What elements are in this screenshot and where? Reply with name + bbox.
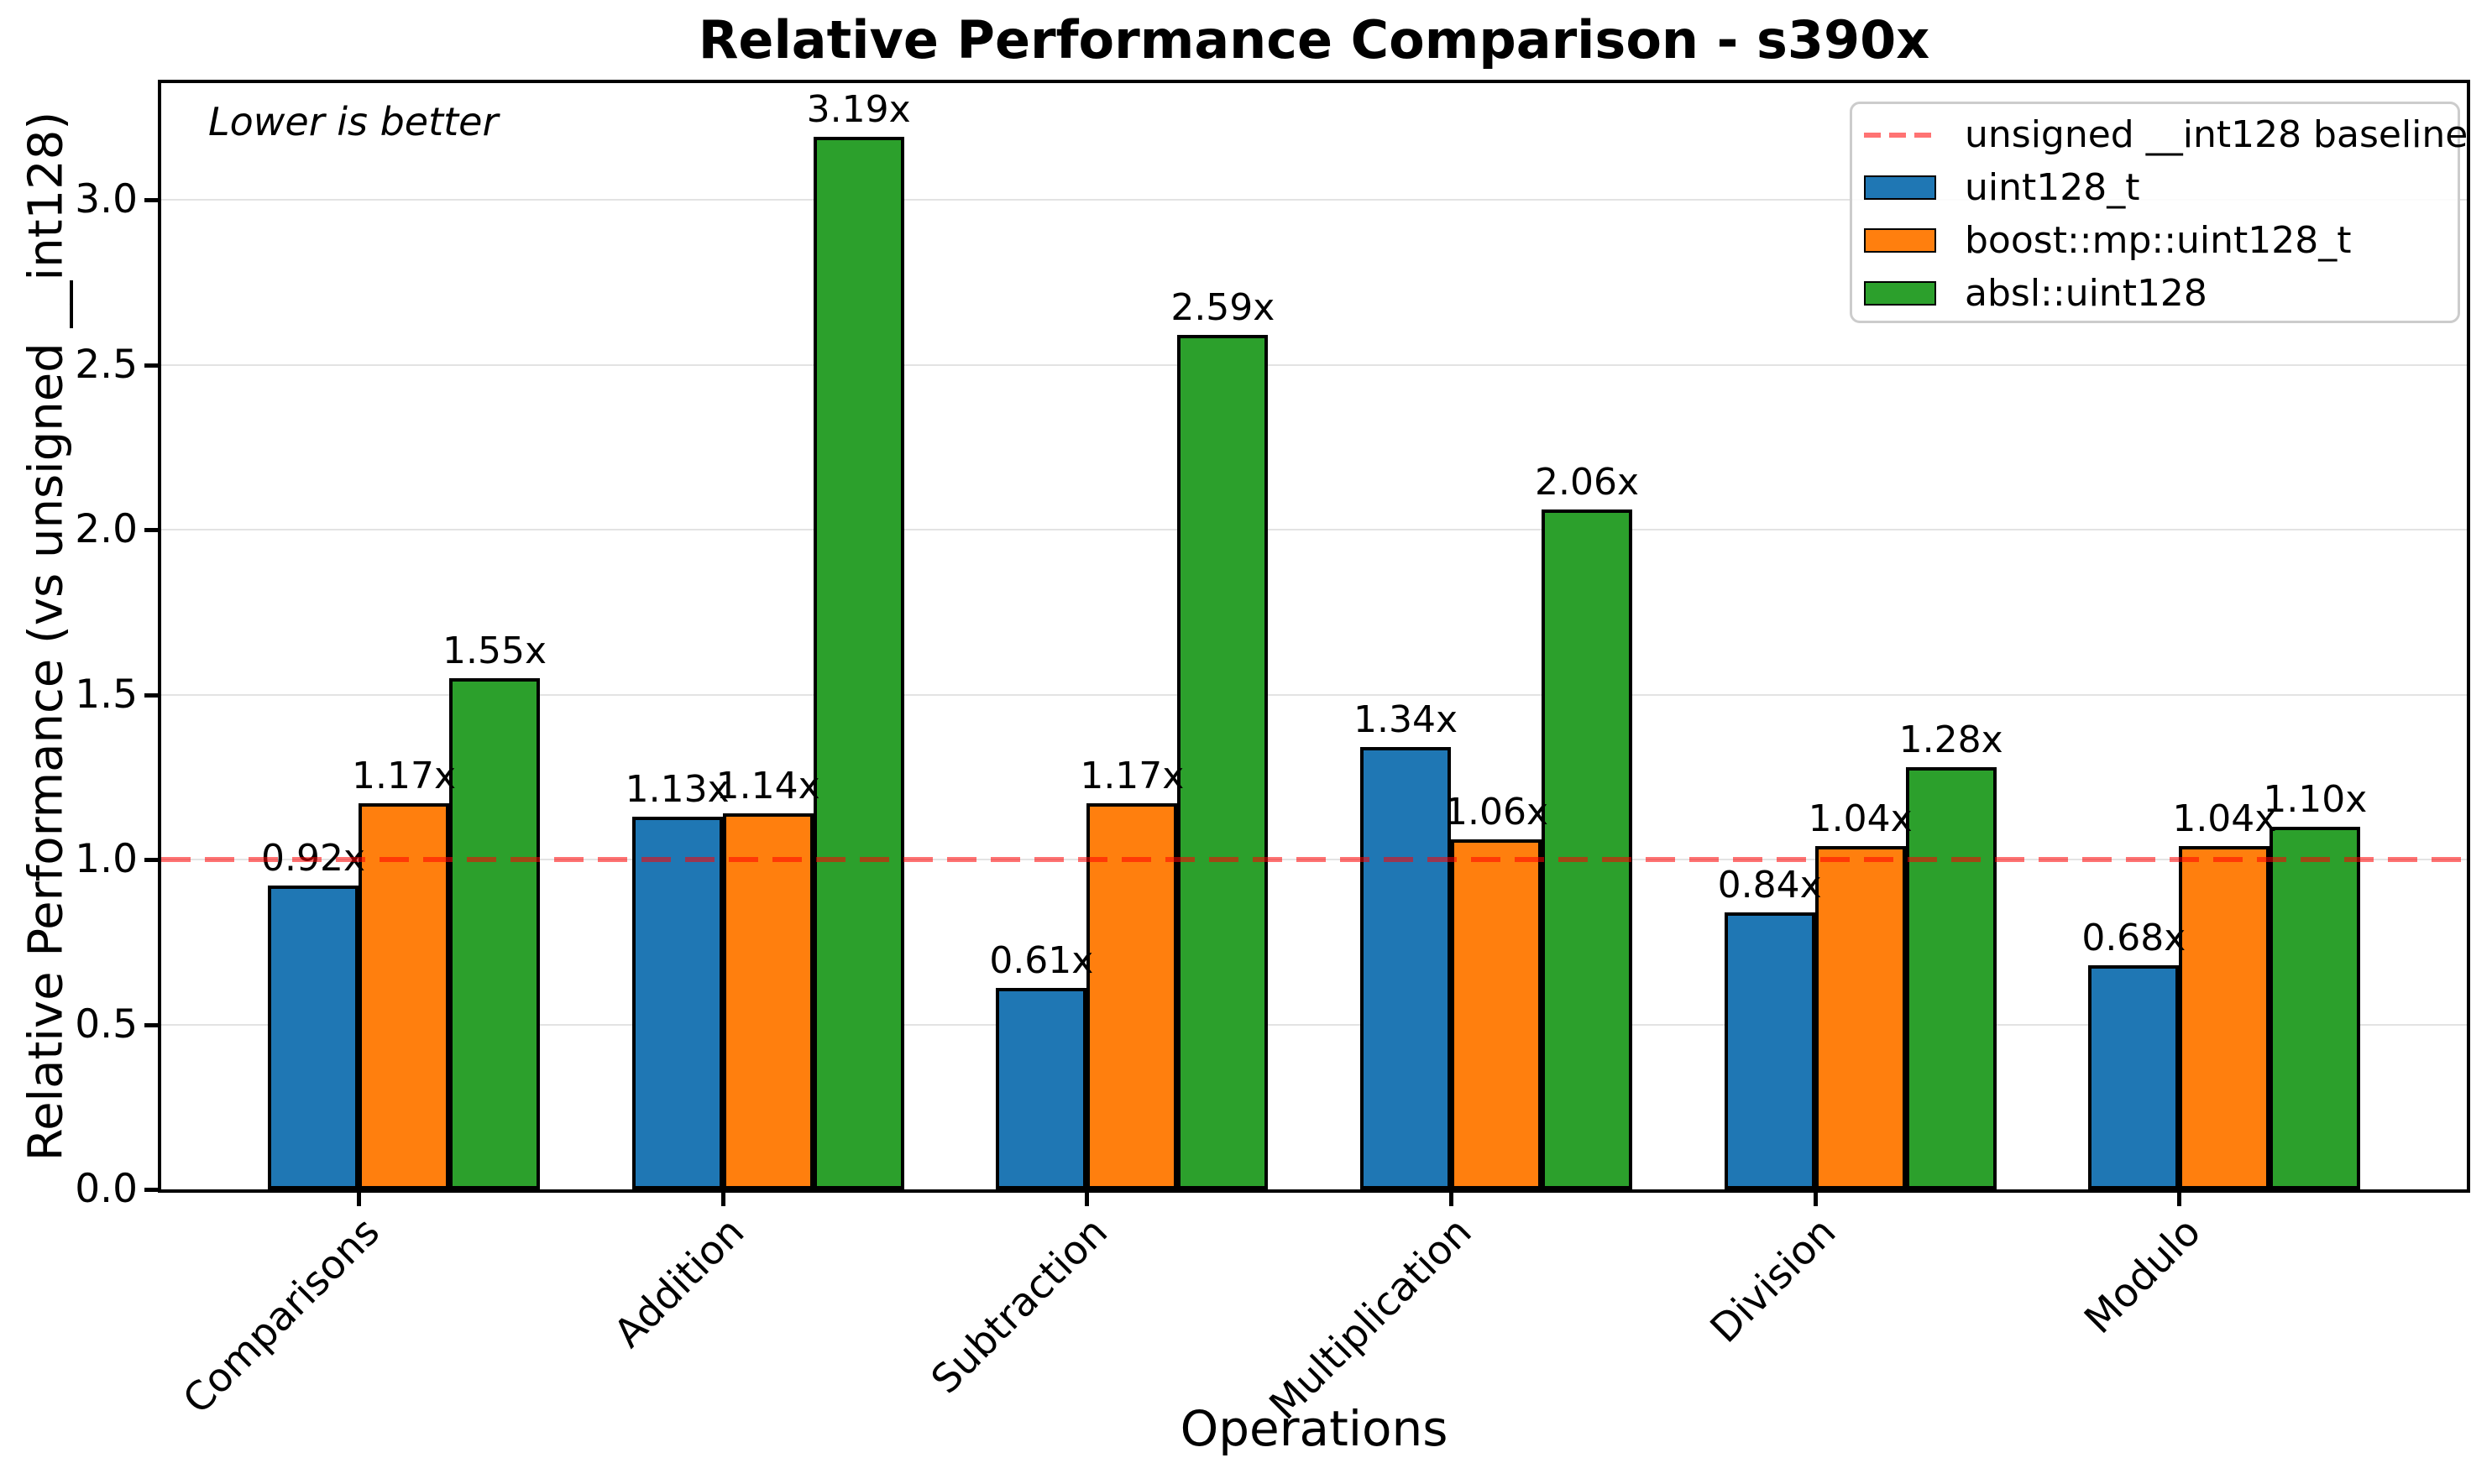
y-tick-mark-0.0 bbox=[144, 1188, 158, 1192]
y-tick-mark-2.0 bbox=[144, 528, 158, 532]
bar-value-label-boost::mp::uint128_t-Comparisons: 1.17x bbox=[351, 755, 457, 797]
bar-absl::uint128-Division bbox=[1905, 767, 1997, 1189]
bar-boost::mp::uint128_t-Comparisons bbox=[359, 803, 449, 1189]
x-tick-mark-Division bbox=[1813, 1193, 1818, 1206]
bar-boost::mp::uint128_t-Addition bbox=[722, 813, 814, 1189]
legend-label: uint128_t bbox=[1965, 166, 2140, 209]
x-tick-mark-Comparisons bbox=[357, 1193, 361, 1206]
bar-absl::uint128-Subtraction bbox=[1177, 335, 1269, 1189]
bar-value-label-boost::mp::uint128_t-Multiplication: 1.06x bbox=[1443, 791, 1549, 833]
x-tick-label-Modulo: Modulo bbox=[2075, 1209, 2210, 1343]
legend-swatch-box bbox=[1864, 228, 1936, 253]
bar-value-label-absl::uint128-Multiplication: 2.06x bbox=[1534, 461, 1640, 504]
legend-dashed-line-swatch bbox=[1864, 132, 1936, 138]
legend-item-uint128_t: uint128_t bbox=[1864, 161, 2458, 214]
bar-boost::mp::uint128_t-Division bbox=[1814, 846, 1906, 1189]
bar-value-label-boost::mp::uint128_t-Division: 1.04x bbox=[1808, 797, 1913, 840]
bar-value-label-boost::mp::uint128_t-Modulo: 1.04x bbox=[2172, 797, 2277, 840]
annotation-note: Lower is better bbox=[208, 99, 499, 144]
chart-title: Relative Performance Comparison - s390x bbox=[698, 9, 1930, 71]
bar-uint128_t-Subtraction bbox=[996, 988, 1087, 1189]
legend-color-swatch-absl::uint128 bbox=[1864, 281, 1936, 306]
bar-boost::mp::uint128_t-Subtraction bbox=[1086, 803, 1178, 1189]
x-tick-mark-Subtraction bbox=[1085, 1193, 1090, 1206]
y-tick-label-3.0: 3.0 bbox=[75, 176, 138, 222]
y-tick-label-1.5: 1.5 bbox=[75, 671, 138, 718]
bar-absl::uint128-Comparisons bbox=[449, 678, 540, 1189]
gridline-y-2.5 bbox=[161, 363, 2467, 366]
bar-boost::mp::uint128_t-Multiplication bbox=[1451, 839, 1542, 1189]
y-tick-mark-2.5 bbox=[144, 363, 158, 368]
bar-uint128_t-Comparisons bbox=[268, 886, 359, 1189]
y-tick-mark-1.0 bbox=[144, 858, 158, 862]
bar-value-label-absl::uint128-Subtraction: 2.59x bbox=[1170, 286, 1275, 329]
bar-uint128_t-Division bbox=[1724, 912, 1815, 1189]
x-tick-mark-Modulo bbox=[2177, 1193, 2182, 1206]
legend-color-swatch-uint128_t bbox=[1864, 175, 1936, 200]
x-tick-label-Addition: Addition bbox=[605, 1209, 753, 1357]
legend-item-boost::mp::uint128_t: boost::mp::uint128_t bbox=[1864, 214, 2458, 267]
y-tick-label-2.0: 2.0 bbox=[75, 506, 138, 552]
bar-boost::mp::uint128_t-Modulo bbox=[2179, 846, 2270, 1189]
y-tick-mark-3.0 bbox=[144, 198, 158, 202]
bar-value-label-absl::uint128-Comparisons: 1.55x bbox=[442, 630, 547, 672]
baseline-dashed-line bbox=[161, 857, 2467, 862]
bar-value-label-absl::uint128-Modulo: 1.10x bbox=[2263, 778, 2368, 821]
x-tick-label-Multiplication: Multiplication bbox=[1261, 1209, 1482, 1429]
x-tick-mark-Multiplication bbox=[1449, 1193, 1453, 1206]
y-tick-label-0.5: 0.5 bbox=[75, 1001, 138, 1048]
x-tick-label-Division: Division bbox=[1702, 1209, 1845, 1352]
bar-value-label-boost::mp::uint128_t-Addition: 1.14x bbox=[715, 765, 820, 807]
bar-absl::uint128-Modulo bbox=[2270, 827, 2361, 1189]
x-tick-label-Subtraction: Subtraction bbox=[923, 1209, 1118, 1403]
legend-item-absl::uint128: absl::uint128 bbox=[1864, 267, 2458, 320]
bar-value-label-absl::uint128-Division: 1.28x bbox=[1898, 718, 2003, 761]
legend-item-unsigned __int128 baseline: unsigned __int128 baseline bbox=[1864, 108, 2468, 161]
legend-label: unsigned __int128 baseline bbox=[1965, 113, 2468, 156]
x-tick-label-Comparisons: Comparisons bbox=[174, 1209, 390, 1424]
gridline-y-0.5 bbox=[161, 1023, 2467, 1026]
legend-color-swatch-boost::mp::uint128_t bbox=[1864, 228, 1936, 253]
y-tick-label-1.0: 1.0 bbox=[75, 836, 138, 882]
legend-swatch-box bbox=[1864, 132, 1936, 138]
bar-value-label-boost::mp::uint128_t-Subtraction: 1.17x bbox=[1080, 755, 1185, 797]
y-tick-label-2.5: 2.5 bbox=[75, 341, 138, 388]
bar-uint128_t-Multiplication bbox=[1360, 747, 1451, 1189]
bar-value-label-uint128_t-Modulo: 0.68x bbox=[2081, 917, 2186, 959]
gridline-y-3.0 bbox=[161, 199, 2467, 201]
bar-value-label-uint128_t-Multiplication: 1.34x bbox=[1353, 698, 1458, 741]
x-axis-label: Operations bbox=[1180, 1400, 1448, 1457]
bar-value-label-uint128_t-Subtraction: 0.61x bbox=[989, 939, 1094, 982]
gridline-y-1.5 bbox=[161, 693, 2467, 696]
x-tick-mark-Addition bbox=[720, 1193, 725, 1206]
legend-label: boost::mp::uint128_t bbox=[1965, 219, 2352, 262]
legend-label: absl::uint128 bbox=[1965, 272, 2207, 315]
bar-value-label-absl::uint128-Addition: 3.19x bbox=[806, 88, 911, 131]
bar-value-label-uint128_t-Addition: 1.13x bbox=[625, 768, 730, 811]
bar-uint128_t-Modulo bbox=[2088, 965, 2180, 1189]
gridline-y-2.0 bbox=[161, 529, 2467, 530]
bar-absl::uint128-Addition bbox=[813, 137, 904, 1189]
bar-uint128_t-Addition bbox=[631, 817, 723, 1189]
y-tick-mark-0.5 bbox=[144, 1022, 158, 1027]
legend-swatch-box bbox=[1864, 175, 1936, 200]
legend-swatch-box bbox=[1864, 281, 1936, 306]
bar-absl::uint128-Multiplication bbox=[1542, 509, 1632, 1189]
bar-value-label-uint128_t-Division: 0.84x bbox=[1717, 864, 1822, 907]
y-tick-mark-1.5 bbox=[144, 692, 158, 698]
y-tick-label-0.0: 0.0 bbox=[75, 1166, 138, 1212]
